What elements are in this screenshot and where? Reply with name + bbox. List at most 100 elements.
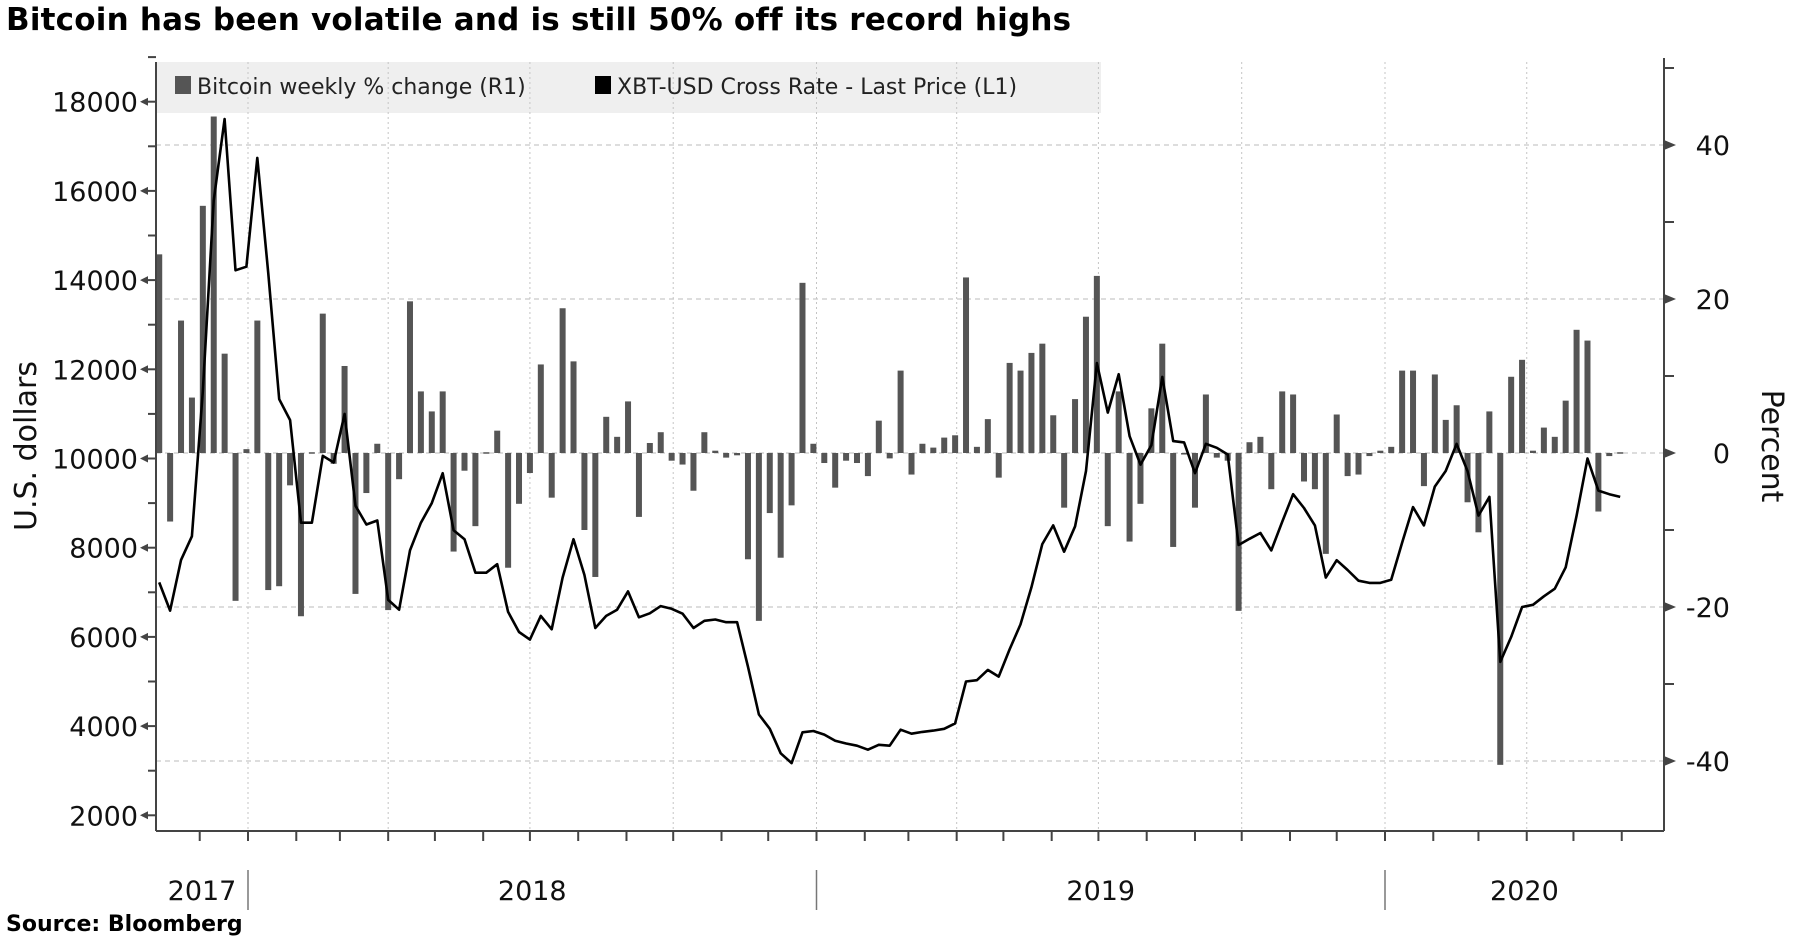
bar-weekly-change [1082,316,1089,453]
bar-weekly-change [428,411,435,453]
left-tick-label: 18000 [52,88,138,119]
bar-weekly-change [853,453,860,464]
bar-weekly-change [210,116,217,453]
bar-weekly-change [1420,453,1427,487]
bar-weekly-change [308,452,315,454]
bar-weekly-change [483,452,490,454]
bar-weekly-change [1584,340,1591,453]
bar-weekly-change [1333,414,1340,453]
bar-weekly-change [254,320,261,453]
bar-weekly-change [1202,394,1209,453]
bar-weekly-change [1606,453,1613,457]
left-tick-label: 8000 [69,534,138,565]
bar-weekly-change [952,435,959,453]
bar-weekly-change [1311,453,1318,490]
bar-weekly-change [744,453,751,560]
bar-weekly-change [973,446,980,453]
bar-weekly-change [843,453,850,461]
bar-weekly-change [287,453,294,486]
bar-weekly-change [243,449,250,453]
bar-weekly-change [723,453,730,458]
right-tick-label: -40 [1686,747,1730,778]
left-tick-marker [140,186,148,195]
right-tick-label: 40 [1696,131,1730,162]
bar-weekly-change [930,447,937,453]
left-tick-marker [140,97,148,106]
bar-weekly-change [1159,343,1166,453]
bar-weekly-change [1431,374,1438,453]
bar-weekly-change [1355,453,1362,475]
bar-weekly-change [1235,453,1242,611]
bar-weekly-change [494,430,501,453]
bar-weekly-change [1126,453,1133,542]
bar-weekly-change [875,420,882,453]
left-tick-label: 10000 [52,445,138,476]
left-tick-marker [140,632,148,641]
left-tick-marker [140,276,148,285]
bar-weekly-change [417,391,424,453]
left-tick-label: 6000 [69,623,138,654]
bar-weekly-change [1115,391,1122,453]
bar-weekly-change [614,436,621,453]
left-tick-label: 16000 [52,177,138,208]
bar-weekly-change [657,432,664,453]
legend-background [156,62,1101,113]
bar-weekly-change [755,453,762,621]
bar-weekly-change [603,416,610,453]
bar-weekly-change [701,432,708,453]
right-axis-title: Percent [1754,390,1789,503]
bar-weekly-change [167,453,174,522]
bar-weekly-change [821,453,828,464]
bar-weekly-change [396,453,403,480]
left-tick-label: 12000 [52,355,138,386]
left-tick-label: 4000 [69,712,138,743]
year-label: 2018 [498,876,567,907]
bar-weekly-change [1366,453,1373,457]
bar-weekly-change [363,453,370,494]
bar-weekly-change [1170,453,1177,547]
bar-weekly-change [886,453,893,459]
chart-title: Bitcoin has been volatile and is still 5… [6,2,1072,38]
bar-weekly-change [265,453,272,591]
bar-weekly-change [516,453,523,504]
bar-weekly-change [570,361,577,453]
bar-weekly-change [319,313,326,453]
bar-weekly-change [1540,427,1547,453]
bar-weekly-change [352,453,359,594]
bar-weekly-change [1301,453,1308,482]
bar-weekly-change [1519,359,1526,453]
bar-weekly-change [1551,436,1558,453]
year-label: 2020 [1490,876,1559,907]
bar-weekly-change [341,365,348,453]
right-tick-marker [1664,756,1676,766]
left-tick-label: 2000 [69,801,138,832]
bar-weekly-change [995,453,1002,478]
bar-weekly-change [592,453,599,577]
left-tick-marker [140,543,148,552]
bar-weekly-change [1104,453,1111,527]
bar-weekly-change [1410,370,1417,453]
source-note: Source: Bloomberg [6,912,243,937]
bar-weekly-change [537,364,544,453]
bar-weekly-change [1453,405,1460,453]
bar-weekly-change [635,453,642,517]
year-label: 2017 [168,876,237,907]
right-tick-label: 0 [1713,439,1730,470]
bar-weekly-change [1148,408,1155,453]
bar-weekly-change [221,353,228,453]
bar-weekly-change [156,254,163,453]
bar-weekly-change [199,205,206,453]
price-line [157,117,1621,765]
bar-weekly-change [941,437,948,453]
bar-weekly-change [919,443,926,453]
bar-weekly-change [908,453,915,475]
bar-weekly-change [450,453,457,552]
bar-weekly-change [1017,370,1024,453]
bar-weekly-change [276,453,283,587]
bar-weekly-change [1006,362,1013,453]
bar-weekly-change [1497,453,1504,765]
bar-weekly-change [1290,394,1297,453]
bar-weekly-change [1617,452,1624,454]
left-tick-marker [140,811,148,820]
